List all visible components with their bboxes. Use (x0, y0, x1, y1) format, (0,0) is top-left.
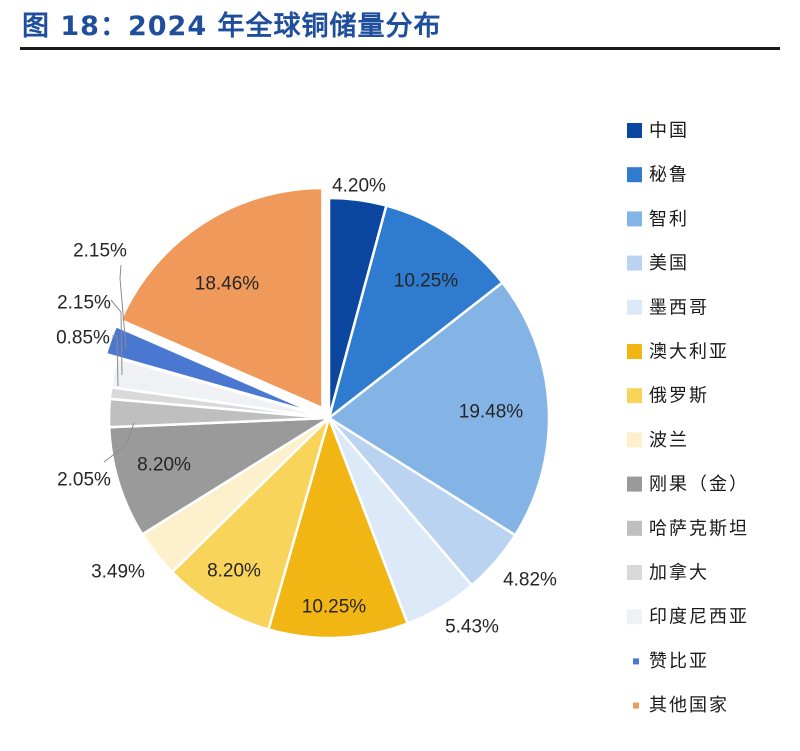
legend-label-2: 智利 (649, 209, 689, 230)
legend-label-10: 加拿大 (649, 562, 709, 584)
legend-swatch-1 (627, 167, 642, 183)
data-label-9: 2.05% (57, 470, 111, 491)
legend-label-6: 俄罗斯 (649, 386, 709, 407)
legend-item-5: 澳大利亚 (627, 342, 729, 363)
legend-swatch-7 (627, 432, 642, 448)
legend-swatch-8 (627, 476, 642, 492)
legend-label-5: 澳大利亚 (649, 342, 729, 363)
pie-slice-6 (170, 416, 331, 631)
leader-lines (103, 264, 135, 463)
legend-swatch-0 (627, 123, 642, 138)
title-rule (20, 47, 780, 50)
pie-slice-8 (107, 416, 331, 536)
pie-slice-1 (327, 204, 504, 420)
legend-item-13: 其他国家 (633, 695, 729, 716)
legend-label-7: 波兰 (649, 430, 689, 451)
pie-slice-5 (267, 416, 409, 640)
legend-swatch-6 (627, 388, 642, 404)
data-label-6: 8.20% (207, 561, 261, 582)
legend-item-7: 波兰 (627, 430, 689, 451)
data-label-5: 10.25% (302, 597, 367, 618)
pie-slice-12 (104, 324, 319, 416)
legend-label-8: 刚果（金） (649, 474, 749, 495)
legend-label-0: 中国 (649, 121, 689, 142)
legend-item-2: 智利 (627, 209, 689, 230)
legend-item-9: 哈萨克斯坦 (627, 518, 749, 539)
leader-line-10 (112, 335, 119, 387)
legend-item-12: 赞比亚 (633, 651, 709, 672)
legend-swatch-9 (627, 520, 642, 536)
legend-swatch-4 (627, 299, 642, 315)
data-labels: 4.20% 10.25% 19.48% 4.82% 5.43% 10.25% 8.20% 3.… (56, 176, 557, 638)
pie-slice-13 (119, 186, 324, 410)
legend-swatch-11 (627, 609, 642, 625)
data-label-8: 8.20% (137, 455, 191, 476)
legend-label-11: 印度尼西亚 (649, 607, 749, 628)
legend-item-0: 中国 (627, 121, 689, 142)
legend-label-1: 秘鲁 (649, 165, 689, 186)
leader-line-9 (103, 422, 135, 463)
figure-title: 图 18：2024 年全球铜储量分布 (22, 11, 442, 42)
legend-swatch-12 (633, 658, 639, 665)
legend-swatch-10 (627, 565, 642, 580)
legend-label-13: 其他国家 (649, 695, 729, 716)
legend-item-8: 刚果（金） (627, 474, 749, 495)
legend-label-12: 赞比亚 (649, 651, 709, 672)
data-label-2: 19.48% (459, 402, 524, 423)
pie-slice-2 (327, 281, 551, 537)
legend-swatch-5 (627, 344, 642, 359)
data-label-13: 18.46% (195, 274, 260, 295)
legend-item-3: 美国 (627, 253, 689, 274)
legend-swatch-13 (633, 702, 639, 709)
data-label-7: 3.49% (91, 562, 145, 583)
legend-label-9: 哈萨克斯坦 (649, 518, 749, 539)
leader-line-11 (110, 299, 123, 376)
pie-slices (104, 186, 551, 640)
legend-item-1: 秘鲁 (627, 165, 689, 186)
data-label-1: 10.25% (394, 271, 459, 292)
data-label-12: 2.15% (73, 241, 127, 262)
legend-item-6: 俄罗斯 (627, 386, 709, 407)
legend-item-10: 加拿大 (627, 562, 709, 584)
data-label-0: 4.20% (332, 176, 386, 197)
legend-item-11: 印度尼西亚 (627, 607, 749, 628)
data-label-3: 4.82% (503, 570, 557, 591)
leader-line-12 (119, 264, 127, 350)
legend-swatch-3 (627, 255, 642, 271)
data-label-10: 0.85% (56, 328, 110, 349)
legend-item-4: 墨西哥 (627, 297, 709, 318)
legend-label-4: 墨西哥 (649, 297, 709, 318)
data-label-11: 2.15% (57, 293, 111, 314)
legend-label-3: 美国 (649, 253, 689, 274)
legend-swatch-2 (627, 211, 642, 227)
data-label-4: 5.43% (445, 617, 499, 638)
